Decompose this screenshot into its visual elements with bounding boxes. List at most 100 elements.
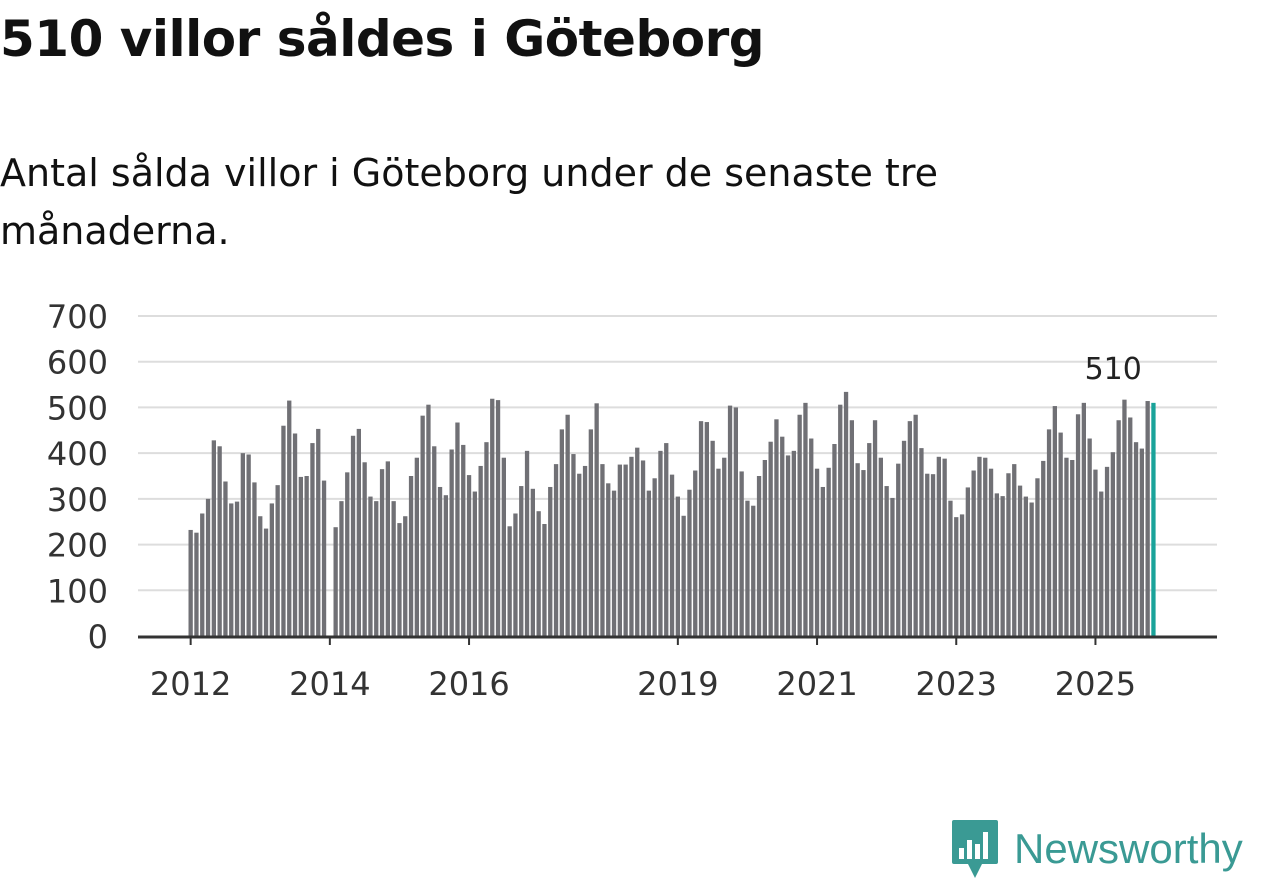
bar [1110, 452, 1115, 636]
bar [1064, 457, 1069, 636]
bar [809, 438, 814, 636]
bar [292, 433, 298, 636]
brand-name: Newsworthy [1014, 825, 1243, 872]
bar [1087, 438, 1092, 636]
bar [988, 468, 994, 636]
bar [693, 470, 698, 636]
bar [1058, 432, 1063, 636]
bar [356, 428, 361, 636]
bar [849, 420, 854, 636]
bar [565, 414, 570, 636]
bar [629, 456, 634, 636]
bar [490, 398, 495, 636]
x-tick-label: 2023 [916, 665, 997, 703]
bar [240, 453, 245, 636]
bar [797, 414, 802, 636]
bar [420, 415, 425, 636]
x-tick-label: 2021 [776, 665, 857, 703]
bar [646, 490, 651, 636]
bar [316, 428, 321, 636]
bar [588, 429, 593, 636]
bar [820, 486, 825, 636]
bar [896, 463, 901, 636]
y-axis-labels: 0 100 200 300 400 500 600 700 [47, 298, 108, 656]
bar [263, 528, 269, 636]
bar [559, 429, 564, 636]
bar [594, 403, 599, 636]
bar [437, 486, 443, 636]
bar [472, 491, 477, 636]
bar [339, 501, 344, 636]
bar [1081, 402, 1086, 636]
bar [1006, 473, 1011, 636]
bar [1139, 448, 1144, 636]
bar [913, 414, 918, 636]
bar [983, 457, 988, 636]
last-value-label: 510 [1085, 352, 1142, 387]
bar [571, 454, 576, 636]
bar [1075, 414, 1081, 636]
bar [1041, 460, 1046, 636]
bar [513, 513, 518, 636]
bar [281, 425, 286, 636]
bar [785, 455, 791, 636]
bar [733, 407, 738, 636]
bar [275, 485, 280, 636]
bar [623, 464, 628, 636]
bar [310, 443, 315, 636]
bar [466, 475, 472, 636]
bar [658, 450, 663, 636]
bar [942, 458, 947, 636]
bar [1035, 478, 1040, 636]
bar [194, 532, 199, 636]
bar [768, 441, 773, 636]
bar [965, 487, 970, 636]
bar [287, 400, 292, 636]
y-tick-label: 300 [47, 481, 108, 519]
bar [751, 505, 756, 636]
bar [252, 482, 257, 636]
bar [234, 501, 240, 636]
bar [936, 456, 941, 636]
bar [449, 449, 454, 636]
bar [385, 461, 390, 636]
bar [1145, 401, 1150, 636]
bar [1000, 496, 1005, 636]
bar [530, 488, 535, 636]
bar [374, 501, 379, 636]
bar [669, 474, 675, 636]
bar [861, 470, 866, 636]
bar [780, 436, 785, 636]
bar [901, 440, 907, 636]
bar [1012, 464, 1017, 636]
bar [878, 457, 883, 636]
bar [577, 473, 582, 636]
bar [791, 450, 796, 636]
bar [246, 454, 251, 636]
bar [269, 503, 274, 636]
bar [855, 463, 860, 636]
bar [408, 476, 414, 636]
bar [814, 468, 820, 636]
bar [826, 467, 831, 636]
bar [205, 498, 211, 636]
bar [704, 422, 709, 636]
y-tick-label: 600 [47, 344, 108, 382]
bar [606, 483, 611, 636]
newsworthy-logo[interactable]: Newsworthy [950, 818, 1243, 880]
bar [1128, 417, 1133, 636]
bar [1046, 429, 1052, 636]
chart-title: 510 villor såldes i Göteborg [0, 10, 765, 68]
annotation: 510 [1085, 352, 1142, 387]
bar [884, 486, 889, 636]
bar [368, 496, 373, 636]
x-tick-label: 2016 [428, 665, 509, 703]
bar [1023, 496, 1028, 636]
bar [681, 515, 686, 636]
bar [1133, 442, 1139, 636]
bar [507, 526, 512, 636]
bar [1099, 491, 1104, 636]
bar [1017, 485, 1023, 636]
bar [321, 480, 327, 636]
